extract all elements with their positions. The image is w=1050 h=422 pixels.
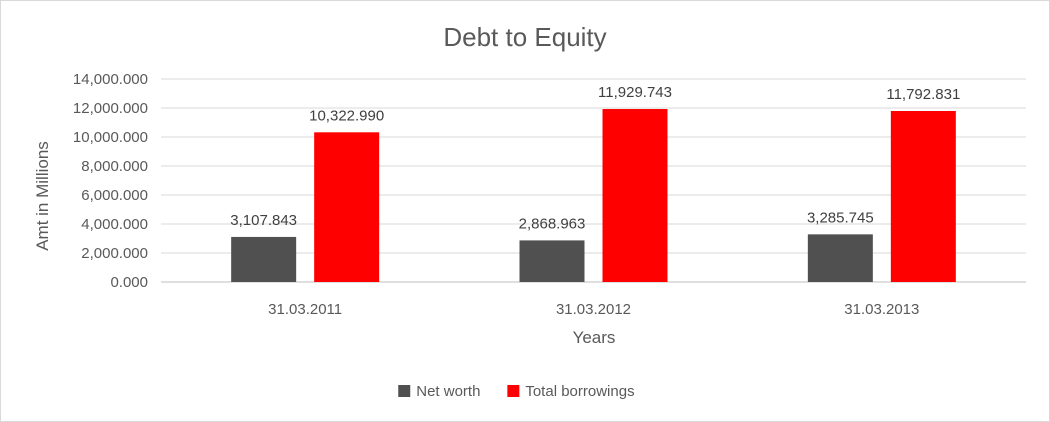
x-axis-label: Years [573,328,616,347]
y-axis-ticks: 0.000 2,000.000 4,000.000 6,000.000 8,000.00… [73,71,148,291]
y-axis-label: Amt in Millions [33,141,52,251]
bar-net-worth [519,240,585,282]
y-tick-label: 6,000.000 [81,187,148,204]
data-label: 10,322.990 [309,107,384,124]
x-axis-ticks: 31.03.2011 31.03.2012 31.03.2013 [268,301,919,318]
bar-net-worth [231,236,297,282]
bar-total-borrowings [602,109,668,282]
legend-swatch [507,385,520,397]
data-label: 11,929.743 [598,84,672,101]
y-tick-label: 10,000.000 [73,129,148,146]
x-tick-label: 31.03.2011 [268,301,342,318]
y-tick-label: 14,000.000 [73,71,148,88]
bar-total-borrowings [314,132,380,282]
data-label: 3,285.745 [807,209,874,226]
legend: Net worth Total borrowings [398,383,635,400]
gridlines [161,78,1026,283]
data-label: 2,868.963 [519,215,586,232]
bar-total-borrowings [890,111,956,282]
legend-swatch [398,385,411,397]
y-tick-label: 2,000.000 [81,245,148,262]
legend-label: Total borrowings [525,383,634,400]
data-labels: 3,107.843 10,322.990 2,868.963 11,929.743 3,… [230,84,960,232]
x-tick-label: 31.03.2013 [844,301,919,318]
y-tick-label: 12,000.000 [73,100,148,117]
bar-net-worth [807,234,873,282]
y-tick-label: 4,000.000 [81,216,148,233]
data-label: 3,107.843 [230,212,297,229]
y-tick-label: 0.000 [110,274,148,291]
x-tick-label: 31.03.2012 [556,301,631,318]
legend-label: Net worth [416,383,480,400]
chart-title: Debt to Equity [443,22,606,52]
data-label: 11,792.831 [886,86,960,103]
y-tick-label: 8,000.000 [81,158,148,175]
bars [231,109,956,282]
